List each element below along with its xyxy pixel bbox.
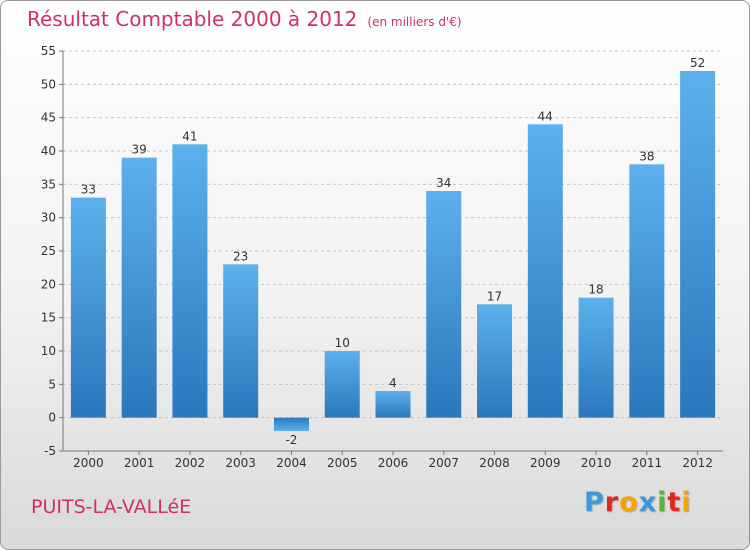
data-label-2010: 18: [588, 283, 603, 297]
data-label-2007: 34: [436, 176, 451, 190]
proxiti-logo[interactable]: Proxiti: [584, 487, 692, 518]
bar-2010: [578, 297, 614, 418]
data-label-2003: 23: [233, 249, 248, 263]
data-label-2009: 44: [538, 109, 553, 123]
logo-letter: P: [584, 487, 605, 518]
x-tick-label-2006: 2006: [378, 456, 409, 470]
y-tick-label: 45: [41, 111, 56, 125]
bar-2000: [70, 197, 106, 418]
logo-letter: i: [657, 487, 668, 518]
y-tick-label: 30: [41, 211, 56, 225]
city-name: PUITS-LA-VALLéE: [31, 496, 192, 518]
y-tick-label: 55: [41, 44, 56, 58]
bar-2004: [273, 417, 309, 431]
bar-2011: [629, 164, 665, 418]
data-label-2005: 10: [335, 336, 350, 350]
x-tick-label-2004: 2004: [276, 456, 307, 470]
data-label-2000: 33: [81, 183, 96, 197]
bars: 33 39 41 23 -2 10 4 34 17 44 18 38 52: [70, 56, 716, 447]
data-label-2004: -2: [285, 433, 297, 447]
x-tick-label-2011: 2011: [632, 456, 663, 470]
chart-title: Résultat Comptable 2000 à 2012 (en millie…: [27, 7, 462, 31]
data-label-2008: 17: [487, 289, 502, 303]
data-label-2002: 41: [182, 129, 197, 143]
bar-2002: [172, 144, 208, 418]
bar-2003: [223, 264, 259, 418]
x-tick-label-2005: 2005: [327, 456, 358, 470]
x-tick-label-2003: 2003: [225, 456, 256, 470]
y-tick-label: 10: [41, 344, 56, 358]
y-tick-label: -5: [44, 444, 56, 458]
data-label-2001: 39: [132, 143, 147, 157]
y-tick-label: 15: [41, 311, 56, 325]
x-tick-label-2008: 2008: [479, 456, 510, 470]
logo-letter: t: [667, 487, 682, 518]
y-tick-label: 5: [48, 377, 56, 391]
bar-2008: [477, 304, 513, 418]
logo-letter: o: [619, 487, 639, 518]
x-tick-label-2000: 2000: [73, 456, 104, 470]
data-label-2011: 38: [639, 149, 654, 163]
bar-2012: [680, 71, 716, 418]
bar-2009: [527, 124, 563, 418]
x-tick-label-2007: 2007: [428, 456, 459, 470]
x-tick-label-2002: 2002: [175, 456, 206, 470]
x-tick-label-2012: 2012: [682, 456, 713, 470]
y-tick-label: 0: [48, 411, 56, 425]
logo-letter: x: [638, 487, 658, 518]
bar-2007: [426, 191, 462, 418]
bar-2001: [121, 157, 157, 418]
bar-2005: [324, 351, 360, 418]
bar-2006: [375, 391, 411, 418]
y-tick-label: 50: [41, 77, 56, 91]
data-label-2006: 4: [389, 376, 397, 390]
x-tick-label-2001: 2001: [124, 456, 155, 470]
y-tick-label: 20: [41, 277, 56, 291]
y-tick-label: 25: [41, 244, 56, 258]
x-tick-label-2010: 2010: [581, 456, 612, 470]
chart-subtitle: (en milliers d'€): [367, 15, 462, 29]
y-tick-label: 35: [41, 177, 56, 191]
x-tick-label-2009: 2009: [530, 456, 561, 470]
logo-letter: r: [604, 487, 620, 518]
chart-title-text: Résultat Comptable 2000 à 2012: [27, 7, 358, 31]
data-label-2012: 52: [690, 56, 705, 70]
logo-letter: i: [681, 487, 692, 518]
y-axis: -5 0 5 10 15 20 25 30 35 40 45 50 55: [41, 44, 64, 458]
y-tick-label: 40: [41, 144, 56, 158]
x-axis: 2000 2001 2002 2003 2004 2005 2006 2007 2008 2009…: [63, 450, 723, 470]
